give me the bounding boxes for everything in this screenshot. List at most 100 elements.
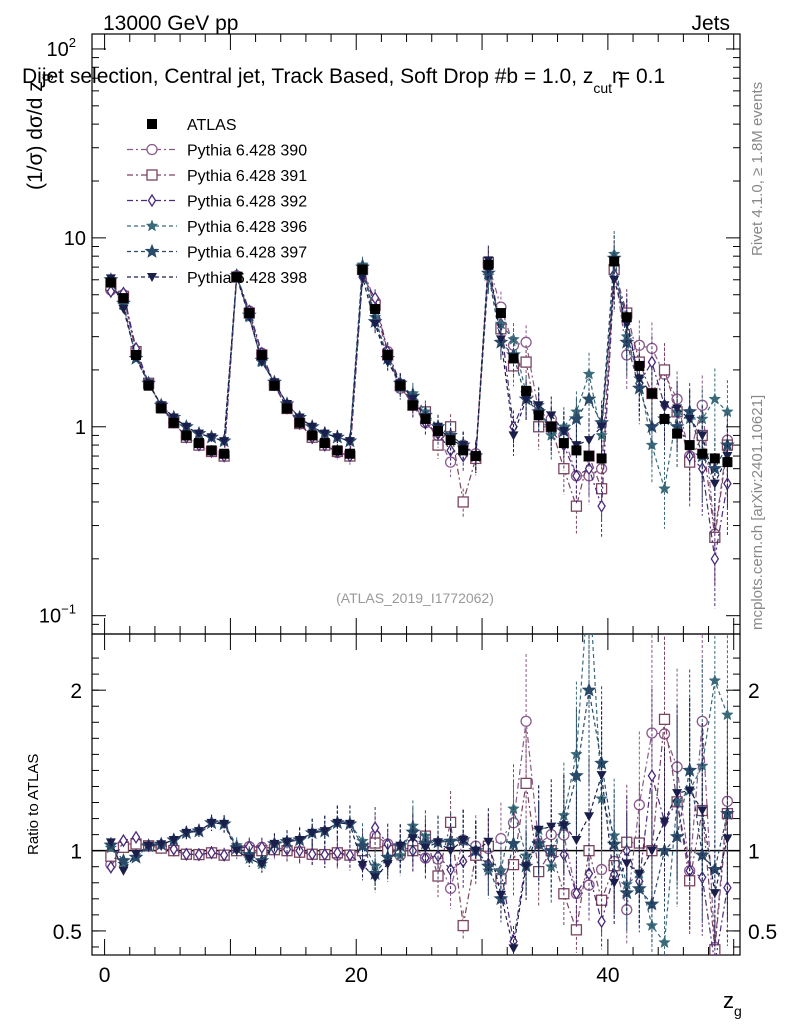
atlas-point (407, 400, 418, 411)
atlas-point (319, 438, 330, 449)
atlas-point (269, 380, 280, 391)
ratio-point (332, 818, 343, 828)
mc-point (432, 439, 444, 451)
legend-marker (145, 219, 159, 232)
mc-point (307, 422, 318, 432)
ratio-point (596, 771, 607, 781)
ratio-point (105, 838, 116, 848)
mc-point (382, 358, 393, 368)
mc-point (584, 461, 594, 476)
ratio-point (156, 840, 167, 850)
atlas-point (470, 451, 481, 462)
atlas-point (672, 428, 683, 439)
ratio-point (546, 822, 557, 832)
ratio-point (307, 828, 318, 838)
mc-point (206, 433, 217, 443)
ratio-point (568, 768, 584, 783)
ratio-point (647, 769, 657, 783)
ratio-point (584, 812, 595, 822)
mc-point (118, 305, 129, 315)
mc-point (572, 469, 581, 483)
mc-point (370, 291, 380, 305)
atlas-point (621, 312, 632, 323)
legend-item: Pythia 6.428 396 (127, 219, 307, 236)
ratio-point (407, 834, 418, 844)
watermark: (ATLAS_2019_I1772062) (336, 590, 494, 606)
ratio-point (119, 833, 128, 848)
ratio-point (307, 847, 317, 861)
atlas-point (370, 304, 381, 315)
atlas-point (131, 349, 142, 360)
legend-item: ATLAS (147, 117, 237, 134)
mc-point (672, 404, 683, 414)
atlas-point (282, 403, 293, 414)
ratio-point (143, 841, 154, 851)
ratio-point (320, 847, 330, 862)
atlas-point (332, 445, 343, 456)
ratio-point (708, 674, 722, 687)
ratio-point (219, 848, 229, 862)
main-ytick-exp: 2 (69, 35, 76, 50)
atlas-point (181, 430, 192, 441)
ratio-point (244, 854, 255, 864)
atlas-point (558, 438, 569, 449)
ratio-point (169, 842, 179, 856)
xlabel: zg (723, 988, 742, 1019)
ratio-point (457, 919, 469, 932)
atlas-point (609, 256, 620, 267)
ratio-series-line (110, 721, 728, 948)
atlas-point (193, 438, 204, 449)
ratio-point (521, 862, 532, 872)
ratio-point (621, 859, 632, 869)
ratio-point (646, 727, 658, 739)
ratio-point (168, 835, 179, 845)
ratio-plot-area (103, 634, 735, 955)
main-ytick-label: 10−1 (39, 602, 76, 628)
legend-label: Pythia 6.428 392 (187, 194, 307, 211)
atlas-point (709, 453, 720, 464)
ratio-point (433, 838, 444, 848)
legend-marker (147, 119, 157, 129)
series-line (110, 263, 728, 535)
ratio-point (659, 817, 670, 827)
main-ytick-base: 10 (39, 606, 61, 628)
ratio-frame (91, 633, 741, 956)
mc-point (106, 284, 116, 299)
ratio-point (570, 924, 583, 936)
ratio-series-pythia-6-428-390 (105, 634, 734, 955)
legend-item: Pythia 6.428 398 (127, 270, 307, 287)
ratio-point (294, 835, 305, 845)
plot-title-eta: η (612, 65, 624, 88)
ratio-point (470, 846, 481, 856)
mc-point (596, 422, 607, 432)
atlas-point (294, 417, 305, 428)
series-line (110, 271, 728, 559)
mc-point (319, 429, 330, 439)
ratio-series-line (110, 774, 728, 949)
legend-item: Pythia 6.428 392 (127, 194, 307, 211)
mc-point (709, 479, 720, 489)
legend-item: Pythia 6.428 391 (127, 168, 307, 185)
mc-point (609, 275, 620, 285)
ratio-ytick-label: 2 (70, 680, 82, 703)
atlas-point (458, 445, 469, 456)
ratio-point (282, 842, 292, 857)
ratio-point (106, 860, 116, 874)
ratio-series-line (110, 719, 728, 950)
mc-point (684, 414, 695, 424)
atlas-point (118, 293, 129, 304)
main-ylabel-sub: g (37, 73, 53, 81)
ratio-point (181, 828, 192, 838)
mc-point (495, 335, 506, 345)
mc-point (508, 431, 519, 441)
atlas-point (420, 413, 431, 424)
legend-label: Pythia 6.428 396 (187, 219, 307, 236)
ratio-point (609, 878, 620, 888)
ratio-point (597, 914, 606, 929)
main-ytick-exp: −1 (61, 602, 76, 617)
atlas-point (105, 277, 116, 288)
xlabel-text: z (723, 988, 734, 1013)
ratio-point (370, 821, 380, 835)
ratio-point (581, 682, 597, 697)
